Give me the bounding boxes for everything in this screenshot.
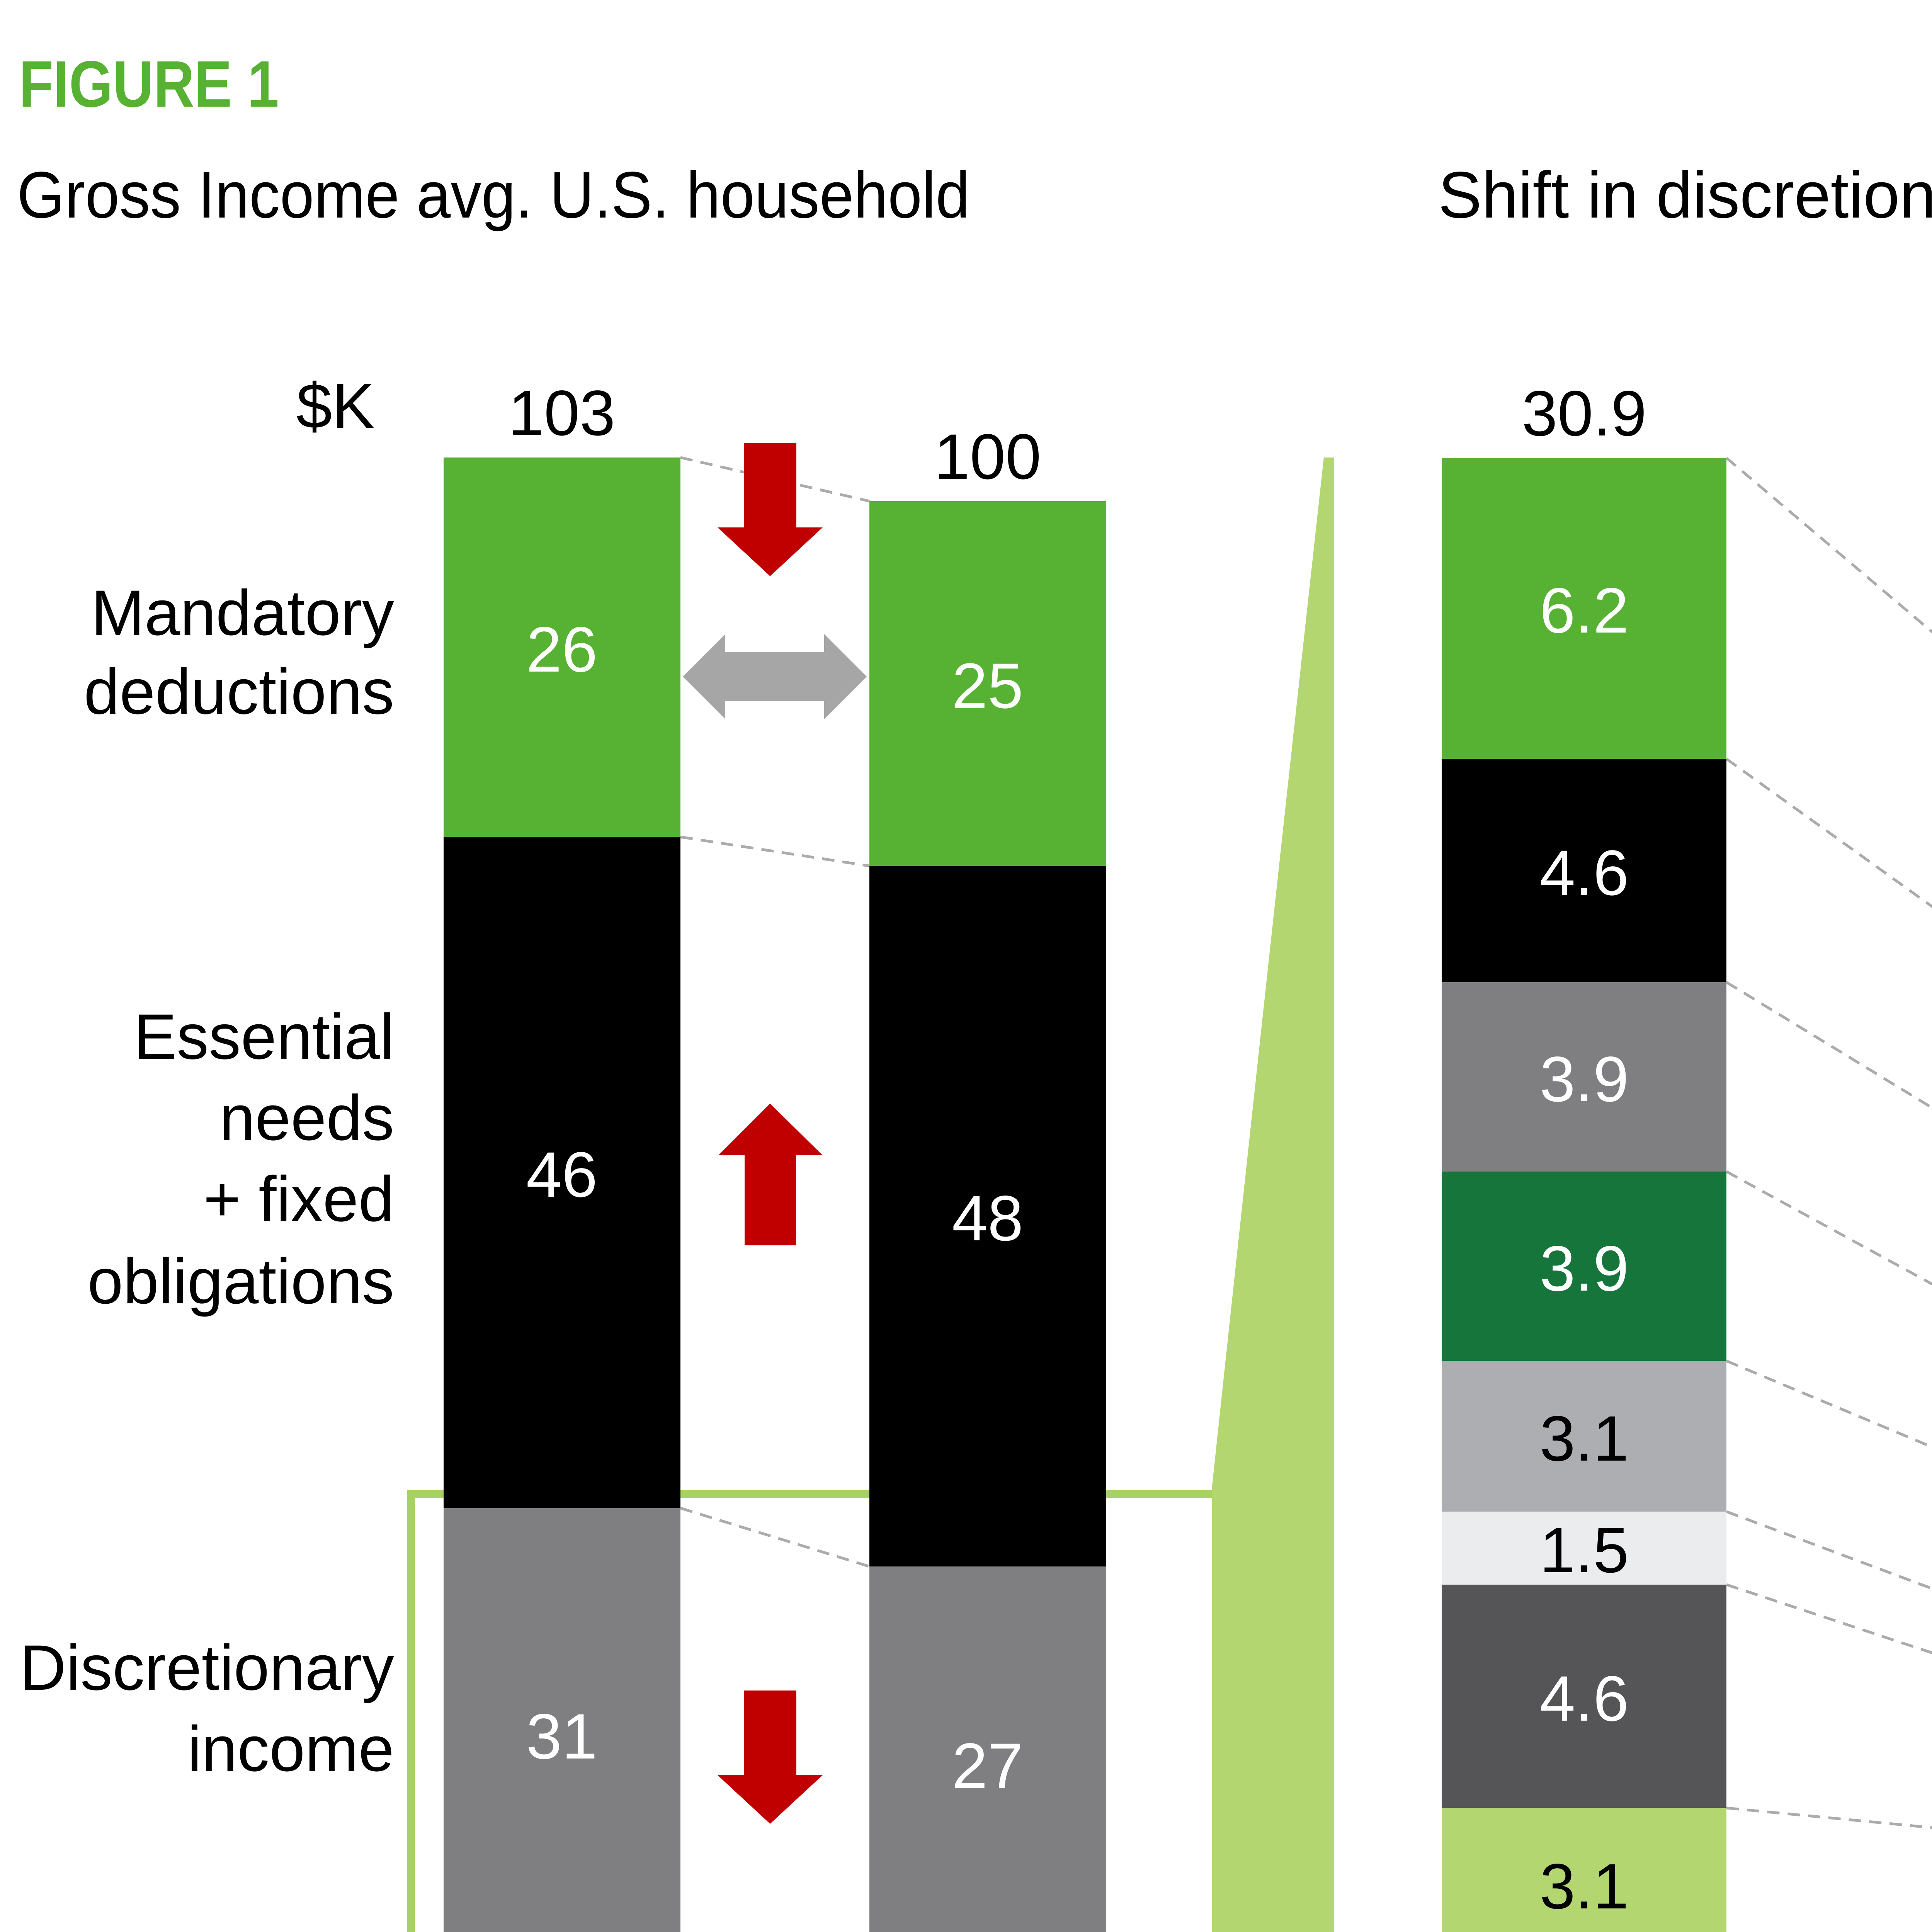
svg-text:Gross Income avg. U.S. househo: Gross Income avg. U.S. household bbox=[17, 158, 970, 232]
svg-text:Discretionary: Discretionary bbox=[20, 1632, 394, 1704]
svg-text:+ fixed: + fixed bbox=[203, 1163, 394, 1235]
svg-text:25: 25 bbox=[952, 650, 1024, 722]
svg-text:FIGURE 1: FIGURE 1 bbox=[19, 48, 279, 121]
svg-text:30.9: 30.9 bbox=[1522, 378, 1646, 449]
svg-text:deductions: deductions bbox=[84, 656, 394, 728]
svg-text:3.1: 3.1 bbox=[1540, 1851, 1629, 1922]
svg-text:100: 100 bbox=[934, 421, 1041, 493]
svg-text:$K: $K bbox=[296, 371, 375, 442]
svg-text:obligations: obligations bbox=[87, 1246, 394, 1317]
svg-text:48: 48 bbox=[952, 1183, 1024, 1254]
svg-text:needs: needs bbox=[219, 1082, 394, 1154]
svg-text:31: 31 bbox=[526, 1701, 598, 1772]
svg-text:46: 46 bbox=[526, 1139, 598, 1211]
svg-text:103: 103 bbox=[509, 378, 616, 449]
svg-text:income: income bbox=[187, 1713, 394, 1785]
svg-text:3.1: 3.1 bbox=[1540, 1403, 1629, 1475]
svg-text:3.9: 3.9 bbox=[1540, 1044, 1629, 1115]
svg-text:4.6: 4.6 bbox=[1540, 837, 1629, 909]
svg-text:Shift in discretionary spend c: Shift in discretionary spend categories bbox=[1438, 158, 1932, 232]
svg-text:Essential: Essential bbox=[134, 1001, 394, 1073]
svg-text:26: 26 bbox=[526, 614, 598, 685]
svg-text:27: 27 bbox=[952, 1730, 1024, 1802]
svg-text:6.2: 6.2 bbox=[1540, 575, 1629, 646]
svg-text:1.5: 1.5 bbox=[1540, 1515, 1629, 1586]
svg-text:3.9: 3.9 bbox=[1540, 1233, 1629, 1304]
svg-text:4.6: 4.6 bbox=[1540, 1663, 1629, 1735]
svg-text:Mandatory: Mandatory bbox=[91, 577, 394, 649]
